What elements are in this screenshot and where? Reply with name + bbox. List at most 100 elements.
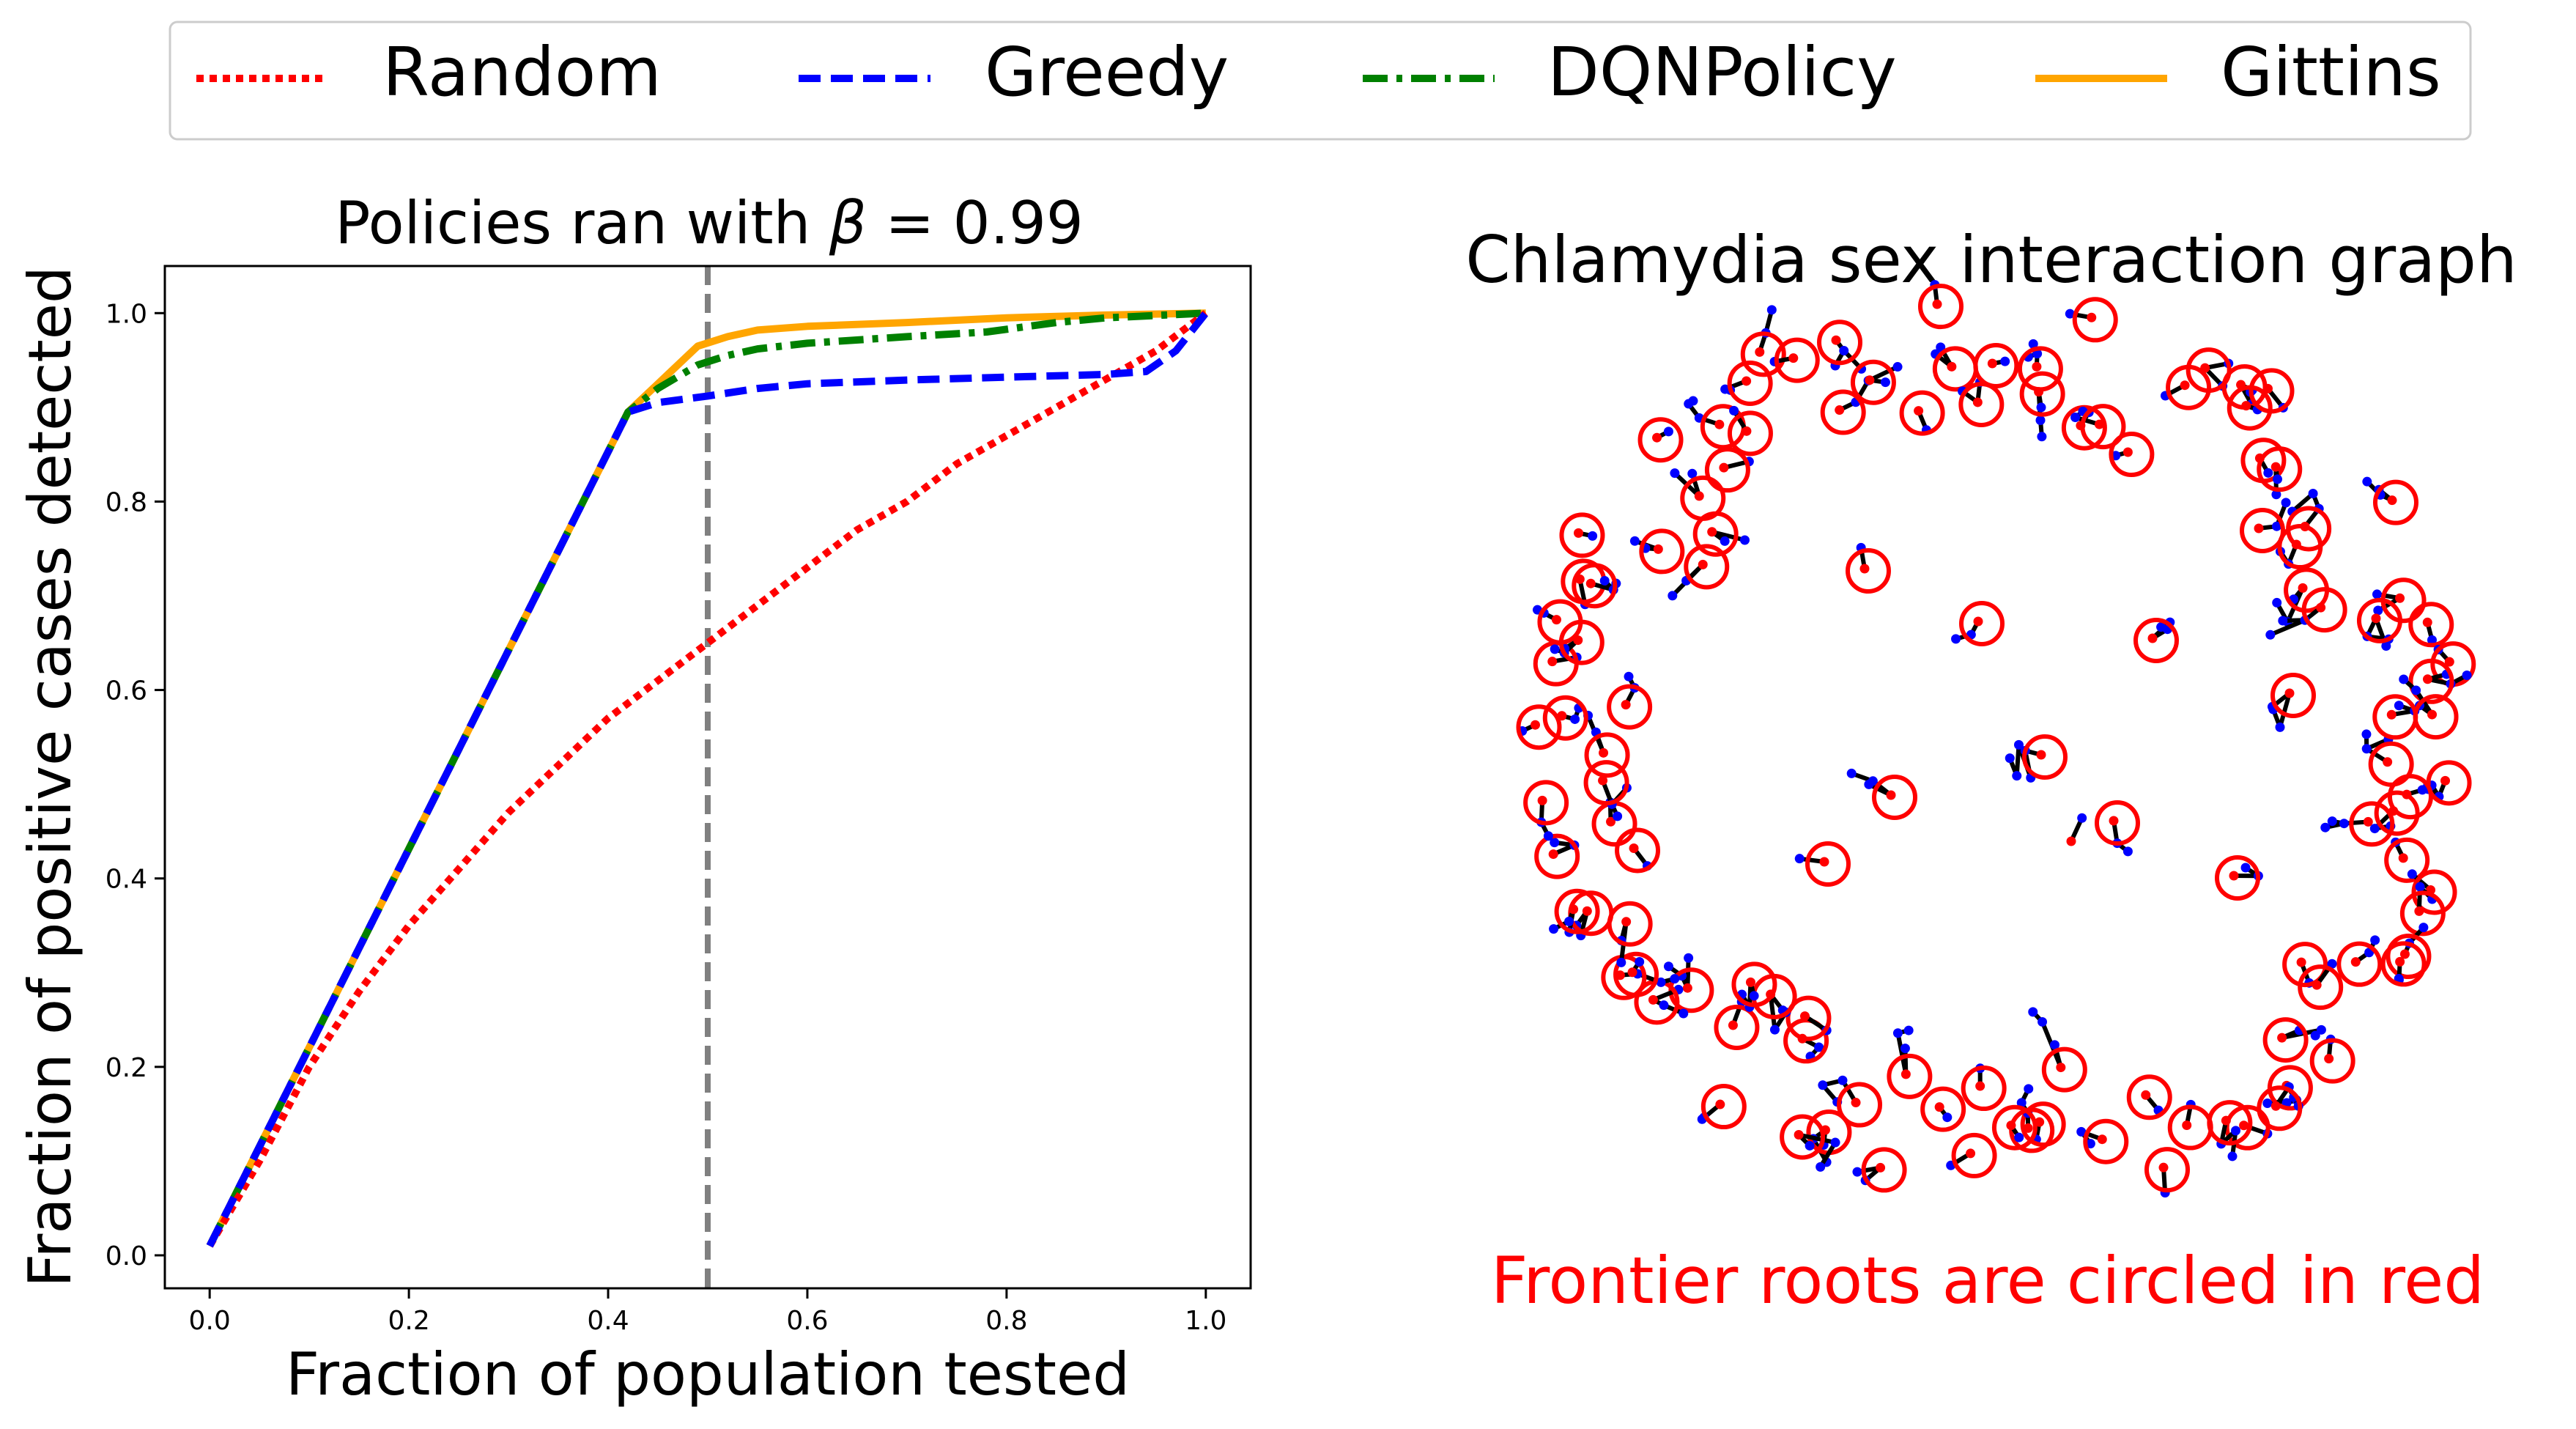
graph-component <box>1637 417 1684 463</box>
graph-node <box>2028 339 2038 349</box>
graph-root-node <box>2316 602 2326 613</box>
graph-node <box>1543 831 1553 841</box>
graph-edge <box>1685 958 1691 989</box>
graph-root-node <box>2036 750 2046 760</box>
graph-root-node <box>1694 491 1704 501</box>
graph-root-node <box>2414 906 2424 916</box>
frontier-root-circle <box>1899 390 1945 436</box>
frontier-root-circle <box>2277 524 2323 570</box>
graph-node <box>2418 923 2429 933</box>
graph-node <box>2013 739 2024 750</box>
graph-node <box>2005 753 2015 764</box>
frontier-root-circle <box>1850 359 1896 405</box>
graph-root-node <box>2066 836 2076 846</box>
graph-component <box>2267 673 2316 732</box>
graph-node <box>1837 1075 1848 1085</box>
legend-label-dqnpolicy: DQNPolicy <box>1547 33 1897 111</box>
frontier-root-circle <box>1583 760 1629 806</box>
frontier-root-circle <box>1887 1053 1933 1099</box>
graph-component <box>1720 360 1773 406</box>
graph-node <box>1688 396 1698 406</box>
graph-root-node <box>2270 462 2281 472</box>
frontier-root-circle <box>2309 1038 2355 1084</box>
graph-node <box>2271 490 2281 500</box>
graph-root-node <box>2350 957 2361 967</box>
graph-root-node <box>2006 1120 2016 1131</box>
graph-root-node <box>2229 871 2239 881</box>
graph-root-node <box>1598 775 1608 786</box>
graph-component <box>1820 375 1873 435</box>
graph-annotation: Frontier roots are circled in red <box>1491 1243 2484 1318</box>
graph-node <box>1839 345 1849 355</box>
graph-root-node <box>1987 358 1997 369</box>
graph-node <box>2272 521 2282 531</box>
graph-root-node <box>2056 1063 2066 1073</box>
graph-component <box>1532 599 1583 645</box>
graph-root-node <box>2422 674 2432 684</box>
graph-node <box>1668 591 1678 601</box>
graph-root-node <box>1551 615 1561 625</box>
graph-root-node <box>1719 462 1729 473</box>
graph-node <box>1549 924 1559 934</box>
graph-component <box>2070 404 2126 450</box>
graph-component <box>1780 1114 1840 1172</box>
graph-node <box>2399 674 2409 684</box>
frontier-root-circle <box>2301 587 2347 633</box>
graph-edge <box>1798 1132 1836 1145</box>
graph-node <box>1588 531 1598 541</box>
graph-component <box>1583 760 1632 821</box>
graph-node <box>1729 405 1739 416</box>
graph-component <box>1534 833 1580 879</box>
graph-component <box>1817 320 1867 374</box>
graph-component <box>1931 342 1978 392</box>
graph-component <box>2028 1007 2087 1093</box>
graph-node <box>1670 974 1680 984</box>
graph-node <box>1663 961 1673 972</box>
frontier-root-circle <box>2408 658 2454 704</box>
frontier-root-circle <box>2411 869 2457 915</box>
graph-root-node <box>2087 312 2097 322</box>
graph-edge <box>1895 1033 1909 1075</box>
frontier-root-circle <box>1973 342 2019 388</box>
graph-component <box>2207 1100 2253 1162</box>
frontier-root-circle <box>1714 1004 1760 1050</box>
graph-node <box>2462 671 2472 681</box>
graph-node <box>1550 838 1560 848</box>
graph-component <box>2408 602 2454 648</box>
graph-component <box>2240 498 2291 554</box>
graph-node <box>2000 356 2010 366</box>
frontier-root-circle <box>1584 732 1630 778</box>
graph-root-node <box>2241 401 2251 411</box>
frontier-root-circle <box>1817 320 1863 366</box>
graph-component <box>2372 694 2420 740</box>
graph-root-node <box>1745 977 1755 987</box>
graph-root-node <box>1652 432 1662 443</box>
graph-node <box>1613 811 1623 821</box>
frontier-root-circle <box>2080 404 2126 450</box>
graph-root-node <box>2312 980 2322 990</box>
graph-node <box>2272 597 2282 608</box>
graph-node <box>1656 977 1666 987</box>
frontier-root-circle <box>1959 601 2005 646</box>
graph-component <box>2109 432 2155 478</box>
frontier-root-circle <box>1639 528 1685 575</box>
graph-root-node <box>1819 857 1829 867</box>
x-tick-label: 0.4 <box>587 1306 629 1336</box>
graph-root-node <box>2395 956 2405 967</box>
frontier-root-circle <box>1837 1082 1883 1128</box>
graph-root-node <box>2386 709 2397 720</box>
frontier-root-circle <box>1613 951 1659 997</box>
graph-node <box>1679 1008 1689 1019</box>
graph-node <box>1720 536 1730 546</box>
graph-component <box>1613 951 1659 997</box>
frontier-root-circle <box>1991 1104 2038 1151</box>
graph-node <box>2320 822 2331 832</box>
y-tick-label: 0.8 <box>106 487 147 517</box>
graph-component <box>2275 524 2323 570</box>
graph-root-node <box>1914 406 1924 416</box>
chart-title-suffix: = 0.99 <box>867 189 1084 257</box>
graph-component <box>2407 869 2457 915</box>
frontier-root-circle <box>1542 695 1588 741</box>
graph-root-node <box>1966 1148 1976 1159</box>
graph-node <box>2038 1016 2048 1027</box>
